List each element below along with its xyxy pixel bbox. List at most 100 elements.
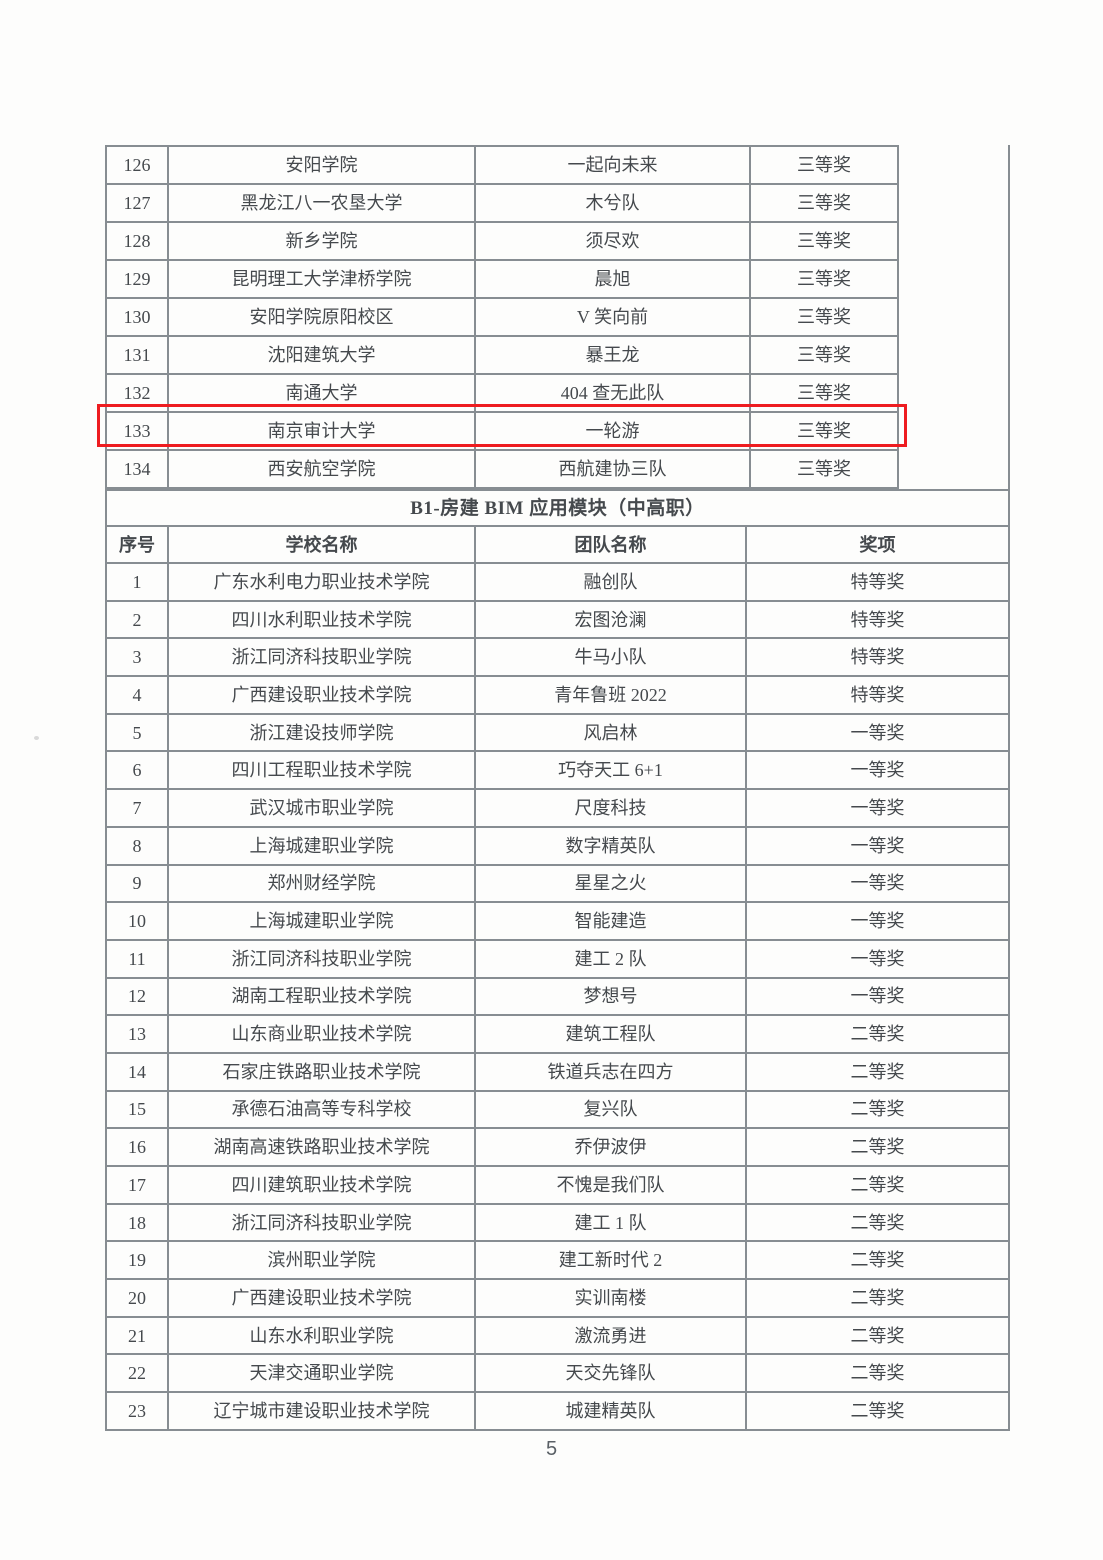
cell-school: 山东商业职业技术学院: [169, 1016, 476, 1054]
cell-award: 二等奖: [747, 1204, 1010, 1243]
cell-no: 16: [107, 1129, 169, 1167]
cell-team: 乔伊波伊: [476, 1129, 747, 1167]
cell-award: 二等奖: [747, 1317, 1010, 1356]
cell-team: 建工新时代 2: [476, 1242, 747, 1281]
cell-team: 融创队: [476, 564, 747, 602]
cell-school: 四川工程职业技术学院: [169, 752, 476, 791]
cell-award: 特等奖: [747, 677, 1010, 715]
cell-school: 安阳学院: [169, 147, 476, 185]
table-row: 1 广东水利电力职业技术学院 融创队 特等奖: [107, 564, 1010, 602]
cell-school: 广西建设职业技术学院: [169, 677, 476, 715]
cell-no: 13: [107, 1016, 169, 1054]
table-row: 6 四川工程职业技术学院 巧夺天工 6+1 一等奖: [107, 752, 1010, 791]
scan-artifact: [34, 736, 39, 740]
table-row: 22 天津交通职业学院 天交先锋队 二等奖: [107, 1355, 1010, 1394]
cell-award: 一等奖: [747, 752, 1010, 791]
cell-school: 郑州财经学院: [169, 865, 476, 904]
table-row: 17 四川建筑职业技术学院 不愧是我们队 二等奖: [107, 1167, 1010, 1205]
cell-team: 宏图沧澜: [476, 601, 747, 640]
cell-award: 二等奖: [747, 1016, 1010, 1054]
cell-no: 3: [107, 639, 169, 678]
cell-team: 木兮队: [476, 185, 751, 223]
cell-no: 131: [107, 337, 169, 375]
cell-team: V 笑向前: [476, 299, 751, 337]
cell-award: 二等奖: [747, 1280, 1010, 1318]
cell-no: 18: [107, 1204, 169, 1243]
table-row: 12 湖南工程职业技术学院 梦想号 一等奖: [107, 978, 1010, 1017]
cell-award: 三等奖: [751, 337, 899, 375]
cell-no: 20: [107, 1280, 169, 1318]
table-row: 3 浙江同济科技职业学院 牛马小队 特等奖: [107, 639, 1010, 678]
table-row: 21 山东水利职业学院 激流勇进 二等奖: [107, 1317, 1010, 1356]
cell-team: 西航建协三队: [476, 451, 751, 489]
cell-team: 不愧是我们队: [476, 1167, 747, 1205]
header-no: 序号: [107, 527, 169, 564]
cell-no: 130: [107, 299, 169, 337]
cell-school: 石家庄铁路职业技术学院: [169, 1053, 476, 1092]
table-row: 127 黑龙江八一农垦大学 木兮队 三等奖: [107, 185, 899, 223]
cell-school: 西安航空学院: [169, 451, 476, 489]
cell-team: 牛马小队: [476, 639, 747, 678]
cell-award: 三等奖: [751, 185, 899, 223]
cell-no: 127: [107, 185, 169, 223]
cell-no: 23: [107, 1393, 169, 1431]
table-row: 8 上海城建职业学院 数字精英队 一等奖: [107, 827, 1010, 866]
cell-no: 4: [107, 677, 169, 715]
cell-award: 特等奖: [747, 564, 1010, 602]
cell-no: 1: [107, 564, 169, 602]
cell-award: 一等奖: [747, 827, 1010, 866]
cell-team: 建工 1 队: [476, 1204, 747, 1243]
header-school: 学校名称: [169, 527, 476, 564]
table-row: 129 昆明理工大学津桥学院 晨旭 三等奖: [107, 261, 899, 299]
header-team: 团队名称: [476, 527, 747, 564]
cell-award: 二等奖: [747, 1129, 1010, 1167]
cell-school: 浙江同济科技职业学院: [169, 940, 476, 979]
table-row: 20 广西建设职业技术学院 实训南楼 二等奖: [107, 1280, 1010, 1318]
cell-school: 浙江同济科技职业学院: [169, 639, 476, 678]
table-row: 133 南京审计大学 一轮游 三等奖: [107, 413, 899, 451]
cell-team: 复兴队: [476, 1091, 747, 1130]
page-number: 5: [545, 1438, 558, 1460]
cell-no: 129: [107, 261, 169, 299]
table-header-row: 序号 学校名称 团队名称 奖项: [107, 527, 1010, 564]
table-row: 23 辽宁城市建设职业技术学院 城建精英队 二等奖: [107, 1393, 1010, 1431]
cell-school: 四川水利职业技术学院: [169, 601, 476, 640]
cell-award: 一等奖: [747, 940, 1010, 979]
cell-award: 二等奖: [747, 1242, 1010, 1281]
cell-school: 武汉城市职业学院: [169, 790, 476, 828]
cell-school: 天津交通职业学院: [169, 1355, 476, 1394]
cell-school: 湖南高速铁路职业技术学院: [169, 1129, 476, 1167]
table-row: 128 新乡学院 须尽欢 三等奖: [107, 223, 899, 261]
cell-award: 二等奖: [747, 1053, 1010, 1092]
section-title: B1-房建 BIM 应用模块（中高职）: [107, 491, 1010, 527]
cell-team: 暴王龙: [476, 337, 751, 375]
table-row: 130 安阳学院原阳校区 V 笑向前 三等奖: [107, 299, 899, 337]
table-row: 134 西安航空学院 西航建协三队 三等奖: [107, 451, 899, 489]
table-row: 19 滨州职业学院 建工新时代 2 二等奖: [107, 1242, 1010, 1281]
table-row: 7 武汉城市职业学院 尺度科技 一等奖: [107, 790, 1010, 828]
table-row: 132 南通大学 404 查无此队 三等奖: [107, 375, 899, 413]
cell-no: 14: [107, 1053, 169, 1092]
cell-school: 承德石油高等专科学校: [169, 1091, 476, 1130]
cell-school: 上海城建职业学院: [169, 903, 476, 941]
cell-award: 三等奖: [751, 261, 899, 299]
cell-award: 一等奖: [747, 978, 1010, 1017]
cell-award: 一等奖: [747, 714, 1010, 753]
cell-no: 7: [107, 790, 169, 828]
table-row: 14 石家庄铁路职业技术学院 铁道兵志在四方 二等奖: [107, 1053, 1010, 1092]
table-body: 1 广东水利电力职业技术学院 融创队 特等奖 2 四川水利职业技术学院 宏图沧澜 特等奖 3 浙江…: [107, 564, 1010, 1431]
cell-no: 10: [107, 903, 169, 941]
cell-team: 须尽欢: [476, 223, 751, 261]
cell-school: 广西建设职业技术学院: [169, 1280, 476, 1318]
cell-award: 一等奖: [747, 903, 1010, 941]
cell-award: 一等奖: [747, 865, 1010, 904]
cell-school: 浙江建设技师学院: [169, 714, 476, 753]
cell-school: 南通大学: [169, 375, 476, 413]
cell-award: 三等奖: [751, 413, 899, 451]
cell-team: 实训南楼: [476, 1280, 747, 1318]
cell-award: 特等奖: [747, 639, 1010, 678]
cell-award: 三等奖: [751, 299, 899, 337]
cell-team: 天交先锋队: [476, 1355, 747, 1394]
cell-school: 安阳学院原阳校区: [169, 299, 476, 337]
